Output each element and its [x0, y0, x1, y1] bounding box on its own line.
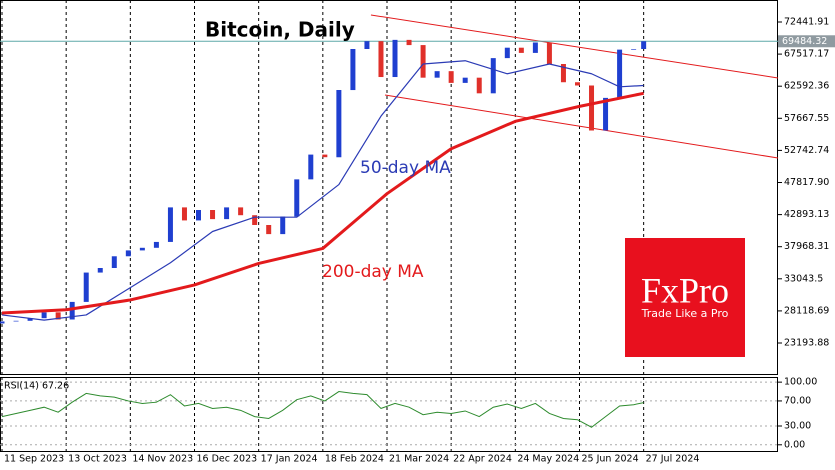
rsi-label: RSI(14) 67.26 [4, 381, 69, 392]
x-tick-label: 25 Jun 2024 [581, 454, 638, 465]
x-tick-label: 14 Nov 2023 [132, 454, 193, 465]
x-tick-label: 11 Sep 2023 [4, 454, 64, 465]
y-tick-label: 33043.5 [784, 273, 823, 284]
x-tick-label: 13 Oct 2023 [68, 454, 127, 465]
x-tick-label: 21 Mar 2024 [389, 454, 449, 465]
y-tick-label: 37968.31 [784, 241, 829, 252]
y-tick-label: 30.00 [784, 420, 811, 431]
ma-line [1, 91, 644, 315]
x-tick-label: 17 Jan 2024 [261, 454, 318, 465]
rsi-line [1, 391, 644, 428]
x-tick-label: 18 Feb 2024 [325, 454, 384, 465]
chart-title: Bitcoin, Daily [205, 18, 355, 42]
y-tick-label: 23193.88 [784, 338, 829, 349]
y-tick-label: 67517.17 [784, 49, 829, 60]
y-tick-label: 28118.69 [784, 305, 829, 316]
x-tick-label: 27 Jul 2024 [646, 454, 700, 465]
ma-line [1, 60, 644, 321]
y-tick-label: 52742.74 [784, 145, 829, 156]
current-price-label: 69484.32 [782, 36, 827, 47]
rsi-frame [0, 377, 778, 452]
y-tick-label: 100.00 [784, 377, 817, 388]
y-tick-label: 0.00 [784, 439, 805, 450]
x-tick-label: 16 Dec 2023 [197, 454, 258, 465]
y-tick-label: 70.00 [784, 395, 811, 406]
x-tick-label: 22 Apr 2024 [453, 454, 512, 465]
channel-line [370, 14, 779, 79]
current-price-box [778, 35, 835, 48]
logo-box [625, 238, 745, 357]
x-tick-label: 24 May 2024 [517, 454, 579, 465]
y-tick-label: 62592.36 [784, 81, 829, 92]
y-tick-label: 42893.13 [784, 209, 829, 220]
y-tick-label: 57667.55 [784, 113, 829, 124]
y-tick-label: 47817.90 [784, 177, 829, 188]
y-tick-label: 72441.91 [784, 16, 829, 27]
main-frame [0, 0, 778, 375]
channel-line [384, 94, 779, 159]
ma200-label: 200-day MA [322, 262, 424, 282]
logo-tagline: Trade Like a Pro [641, 307, 729, 320]
ma50-label: 50-day MA [360, 158, 451, 178]
logo-brand: FxPro [641, 270, 729, 310]
